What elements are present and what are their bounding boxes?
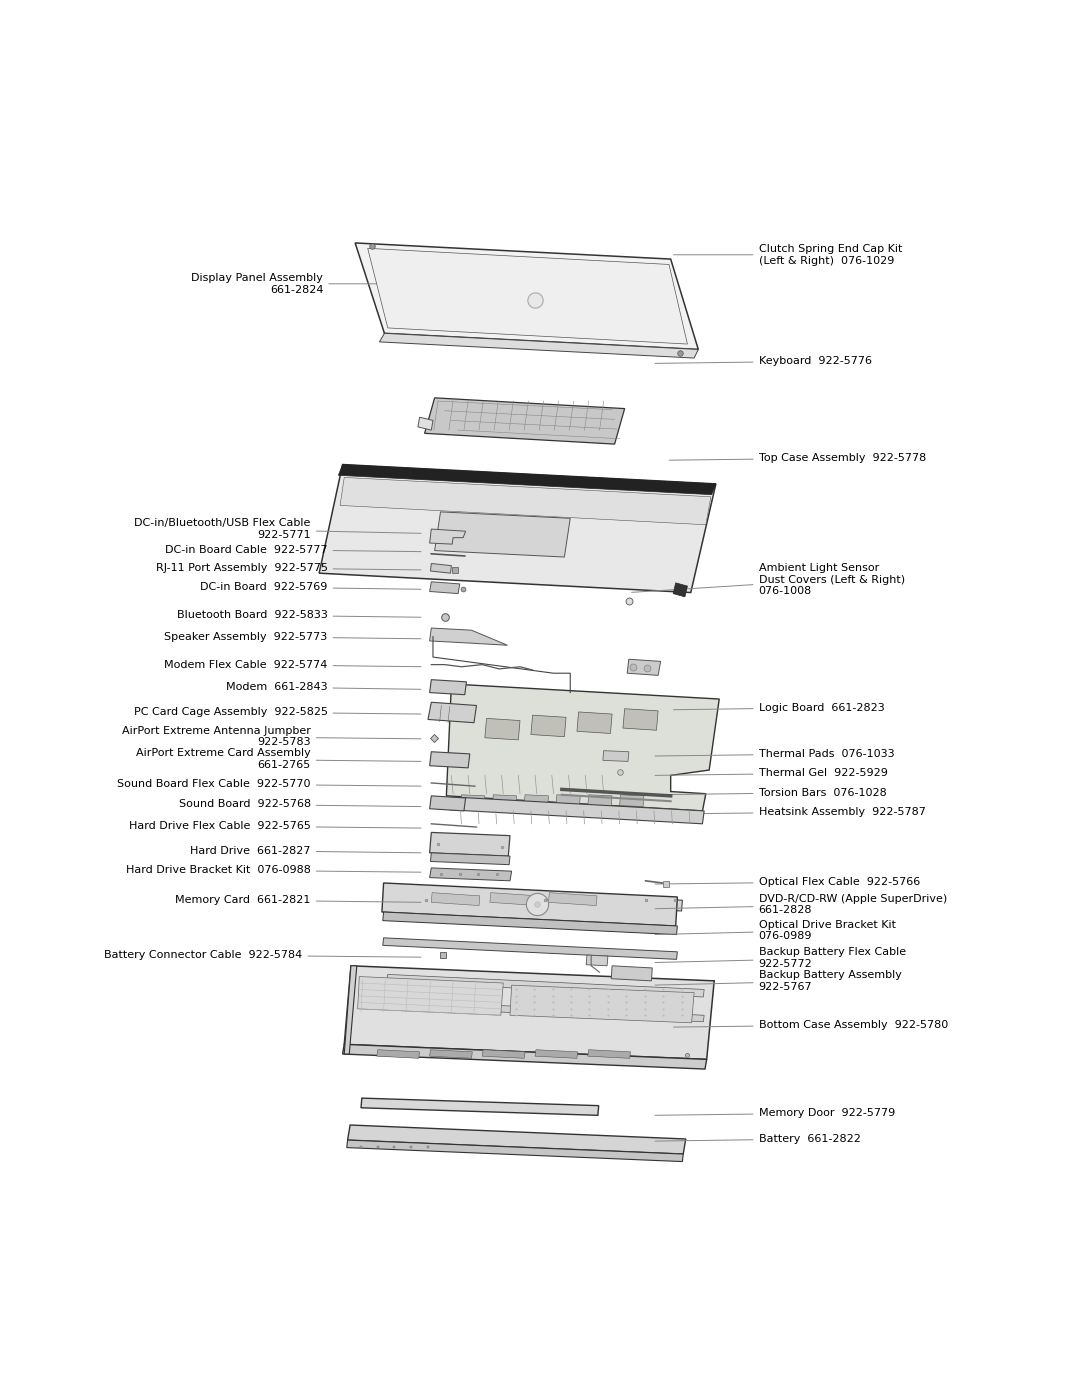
Polygon shape bbox=[490, 893, 539, 905]
Polygon shape bbox=[377, 1049, 420, 1059]
Polygon shape bbox=[510, 985, 694, 1023]
Polygon shape bbox=[627, 659, 661, 675]
Polygon shape bbox=[342, 1045, 706, 1069]
Polygon shape bbox=[620, 795, 644, 806]
Polygon shape bbox=[389, 1000, 704, 1021]
Text: Backup Battery Assembly
922-5767: Backup Battery Assembly 922-5767 bbox=[656, 970, 902, 992]
Polygon shape bbox=[603, 750, 629, 761]
Polygon shape bbox=[556, 795, 580, 806]
Polygon shape bbox=[379, 334, 699, 358]
Text: Heatsink Assembly  922-5787: Heatsink Assembly 922-5787 bbox=[656, 807, 926, 817]
Text: Display Panel Assembly
661-2824: Display Panel Assembly 661-2824 bbox=[191, 272, 413, 295]
Text: Thermal Pads  076-1033: Thermal Pads 076-1033 bbox=[656, 749, 894, 759]
Polygon shape bbox=[382, 912, 677, 935]
Text: Top Case Assembly  922-5778: Top Case Assembly 922-5778 bbox=[670, 453, 926, 462]
Polygon shape bbox=[430, 1049, 472, 1059]
Text: AirPort Extreme Card Assembly
661-2765: AirPort Extreme Card Assembly 661-2765 bbox=[136, 749, 421, 770]
Polygon shape bbox=[418, 418, 433, 430]
Polygon shape bbox=[492, 795, 516, 806]
Text: DC-in Board Cable  922-5777: DC-in Board Cable 922-5777 bbox=[165, 545, 421, 555]
Polygon shape bbox=[623, 708, 658, 731]
Text: Modem Flex Cable  922-5774: Modem Flex Cable 922-5774 bbox=[164, 659, 421, 669]
Polygon shape bbox=[382, 883, 677, 926]
Polygon shape bbox=[485, 718, 521, 740]
Polygon shape bbox=[430, 868, 512, 882]
Polygon shape bbox=[430, 629, 508, 645]
Text: RJ-11 Port Assembly  922-5775: RJ-11 Port Assembly 922-5775 bbox=[156, 563, 421, 573]
Text: Battery Connector Cable  922-5784: Battery Connector Cable 922-5784 bbox=[104, 950, 421, 960]
Polygon shape bbox=[338, 465, 716, 495]
Polygon shape bbox=[382, 937, 677, 960]
Polygon shape bbox=[430, 680, 467, 694]
Text: PC Card Cage Assembly  922-5825: PC Card Cage Assembly 922-5825 bbox=[134, 707, 421, 717]
Text: Battery  661-2822: Battery 661-2822 bbox=[656, 1134, 861, 1144]
Polygon shape bbox=[357, 977, 503, 1016]
Text: Bluetooth Board  922-5833: Bluetooth Board 922-5833 bbox=[177, 610, 421, 620]
Text: AirPort Extreme Antenna Jumpber
922-5783: AirPort Extreme Antenna Jumpber 922-5783 bbox=[122, 726, 421, 747]
Polygon shape bbox=[673, 583, 688, 597]
Text: Keyboard  922-5776: Keyboard 922-5776 bbox=[656, 356, 872, 366]
Text: Torsion Bars  076-1028: Torsion Bars 076-1028 bbox=[656, 788, 887, 798]
Polygon shape bbox=[361, 1098, 598, 1115]
Polygon shape bbox=[586, 956, 608, 965]
Polygon shape bbox=[367, 249, 688, 344]
Polygon shape bbox=[431, 563, 451, 573]
Polygon shape bbox=[449, 796, 704, 824]
Polygon shape bbox=[577, 712, 612, 733]
Polygon shape bbox=[419, 890, 683, 911]
Text: Speaker Assembly  922-5773: Speaker Assembly 922-5773 bbox=[164, 631, 421, 641]
Polygon shape bbox=[430, 581, 460, 594]
Text: Ambient Light Sensor
Dust Covers (Left & Right)
076-1008: Ambient Light Sensor Dust Covers (Left &… bbox=[632, 563, 905, 597]
Polygon shape bbox=[348, 1125, 686, 1154]
Polygon shape bbox=[430, 529, 465, 545]
Text: Clutch Spring End Cap Kit
(Left & Right)  076-1029: Clutch Spring End Cap Kit (Left & Right)… bbox=[674, 244, 902, 265]
Polygon shape bbox=[588, 795, 612, 806]
Polygon shape bbox=[531, 715, 566, 736]
Polygon shape bbox=[446, 685, 719, 810]
Polygon shape bbox=[430, 796, 465, 810]
Polygon shape bbox=[387, 975, 704, 997]
Text: Hard Drive  661-2827: Hard Drive 661-2827 bbox=[190, 845, 421, 856]
Text: Optical Drive Bracket Kit
076-0989: Optical Drive Bracket Kit 076-0989 bbox=[656, 919, 895, 942]
Polygon shape bbox=[430, 752, 470, 768]
Text: Sound Board Flex Cable  922-5770: Sound Board Flex Cable 922-5770 bbox=[118, 780, 421, 789]
Text: Hard Drive Flex Cable  922-5765: Hard Drive Flex Cable 922-5765 bbox=[129, 821, 421, 831]
Text: Bottom Case Assembly  922-5780: Bottom Case Assembly 922-5780 bbox=[674, 1020, 948, 1030]
Polygon shape bbox=[460, 795, 485, 806]
Text: Optical Flex Cable  922-5766: Optical Flex Cable 922-5766 bbox=[656, 877, 920, 887]
Text: Logic Board  661-2823: Logic Board 661-2823 bbox=[674, 703, 885, 712]
Text: Backup Battery Flex Cable
922-5772: Backup Battery Flex Cable 922-5772 bbox=[656, 947, 906, 970]
Text: DVD-R/CD-RW (Apple SuperDrive)
661-2828: DVD-R/CD-RW (Apple SuperDrive) 661-2828 bbox=[656, 894, 947, 915]
Text: Modem  661-2843: Modem 661-2843 bbox=[226, 682, 421, 692]
Polygon shape bbox=[588, 1049, 631, 1059]
Polygon shape bbox=[430, 833, 510, 856]
Polygon shape bbox=[431, 893, 480, 905]
Polygon shape bbox=[320, 465, 716, 592]
Polygon shape bbox=[347, 1140, 684, 1161]
Polygon shape bbox=[355, 243, 699, 349]
Polygon shape bbox=[535, 1049, 578, 1059]
Polygon shape bbox=[340, 478, 711, 525]
Polygon shape bbox=[431, 852, 510, 865]
Text: Hard Drive Bracket Kit  076-0988: Hard Drive Bracket Kit 076-0988 bbox=[126, 865, 421, 875]
Polygon shape bbox=[345, 965, 356, 1053]
Text: DC-in Board  922-5769: DC-in Board 922-5769 bbox=[200, 583, 421, 592]
Text: Memory Door  922-5779: Memory Door 922-5779 bbox=[656, 1108, 895, 1118]
Polygon shape bbox=[611, 965, 652, 981]
Polygon shape bbox=[434, 511, 570, 557]
Polygon shape bbox=[483, 1049, 525, 1059]
Polygon shape bbox=[549, 893, 597, 905]
Text: Memory Card  661-2821: Memory Card 661-2821 bbox=[175, 895, 421, 905]
Text: Sound Board  922-5768: Sound Board 922-5768 bbox=[178, 799, 421, 809]
Polygon shape bbox=[424, 398, 624, 444]
Text: DC-in/Bluetooth/USB Flex Cable
922-5771: DC-in/Bluetooth/USB Flex Cable 922-5771 bbox=[134, 518, 421, 539]
Polygon shape bbox=[345, 965, 714, 1059]
Polygon shape bbox=[524, 795, 549, 806]
Polygon shape bbox=[428, 703, 476, 722]
Text: Thermal Gel  922-5929: Thermal Gel 922-5929 bbox=[656, 768, 888, 778]
